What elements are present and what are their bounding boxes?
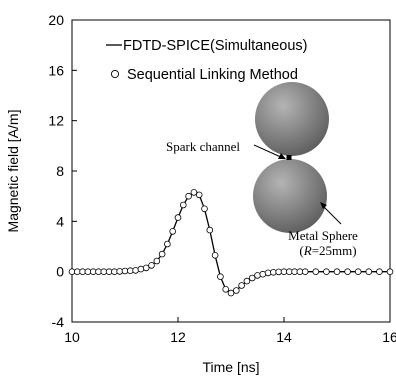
x-tick-label-3: 16 [382,329,396,345]
y-tick-label-0: -4 [52,314,65,330]
y-tick-label-1: 0 [56,264,64,280]
sequential-point-20 [174,214,182,221]
sequential-point-15 [148,262,155,269]
sequential-point-35 [254,272,261,279]
sequential-point-21 [180,201,187,209]
metal-sphere-label: Metal Sphere [288,228,358,243]
sequential-point-19 [169,228,177,235]
x-axis-title: Time [ns] [202,359,259,375]
sequential-point-46 [323,268,330,276]
y-tick-label-4: 12 [48,113,64,129]
sequential-point-27 [211,252,219,259]
sequential-point-50 [365,268,373,276]
legend: FDTD-SPICE(Simultaneous) Sequential Link… [106,38,308,83]
sphere-radius-label: (R=25mm) [299,243,356,258]
plot-frame [71,19,391,323]
x-tick-label-1: 12 [170,329,186,345]
sequential-point-14 [142,264,150,272]
lower-metal-sphere [253,159,327,233]
spark-label-arrow [253,144,284,159]
sequential-point-49 [354,268,362,276]
sphere-label-arrowhead [320,202,327,209]
sequential-point-28 [217,273,224,281]
sequential-point-18 [164,240,171,248]
sequential-point-47 [333,268,341,276]
sequential-point-36 [259,270,267,278]
y-tick-label-5: 16 [48,62,64,78]
sequential-point-45 [312,268,320,276]
sequential-point-44 [301,268,309,276]
sequential-point-48 [344,268,351,276]
sequential-point-52 [386,268,394,276]
sequential-point-22 [185,192,192,200]
x-tick-label-0: 10 [64,329,80,345]
legend-marker-swatch [110,69,120,79]
y-tick-label-2: 4 [56,213,64,229]
sequential-point-24 [195,191,203,199]
sequential-point-25 [201,205,208,213]
y-axis-title: Magnetic field [A/m] [5,110,21,233]
sequential-point-31 [233,287,240,294]
y-tick-label-3: 8 [56,163,64,179]
sequential-point-51 [376,268,383,276]
sequential-point-34 [248,274,256,282]
legend-label-sequential: Sequential Linking Method [127,67,298,83]
sequential-point-29 [222,285,230,293]
sequential-point-17 [158,250,166,258]
sequential-point-26 [206,226,214,234]
spark-channel-mark [286,155,292,160]
x-tick-label-2: 14 [276,329,292,345]
y-tick-label-6: 20 [48,12,64,28]
sequential-point-23 [190,189,198,196]
ticks-layer: 10 12 14 16 -4 0 4 8 12 16 20 [48,12,396,345]
sequential-point-12 [132,267,139,274]
series-layer [68,189,394,297]
sequential-point-32 [238,282,245,289]
sequential-point-37 [264,269,272,277]
sequential-point-13 [137,265,145,273]
sphere-illustration [253,82,342,233]
spark-channel-label: Spark channel [166,139,240,154]
sequential-point-33 [243,277,251,285]
sequential-point-16 [153,257,161,265]
sphere-label-arrow [321,204,342,225]
legend-label-fdtd-spice: FDTD-SPICE(Simultaneous) [123,38,308,54]
sequential-point-30 [227,289,235,297]
spark-label-arrowhead [278,153,286,159]
upper-metal-sphere [255,82,329,156]
